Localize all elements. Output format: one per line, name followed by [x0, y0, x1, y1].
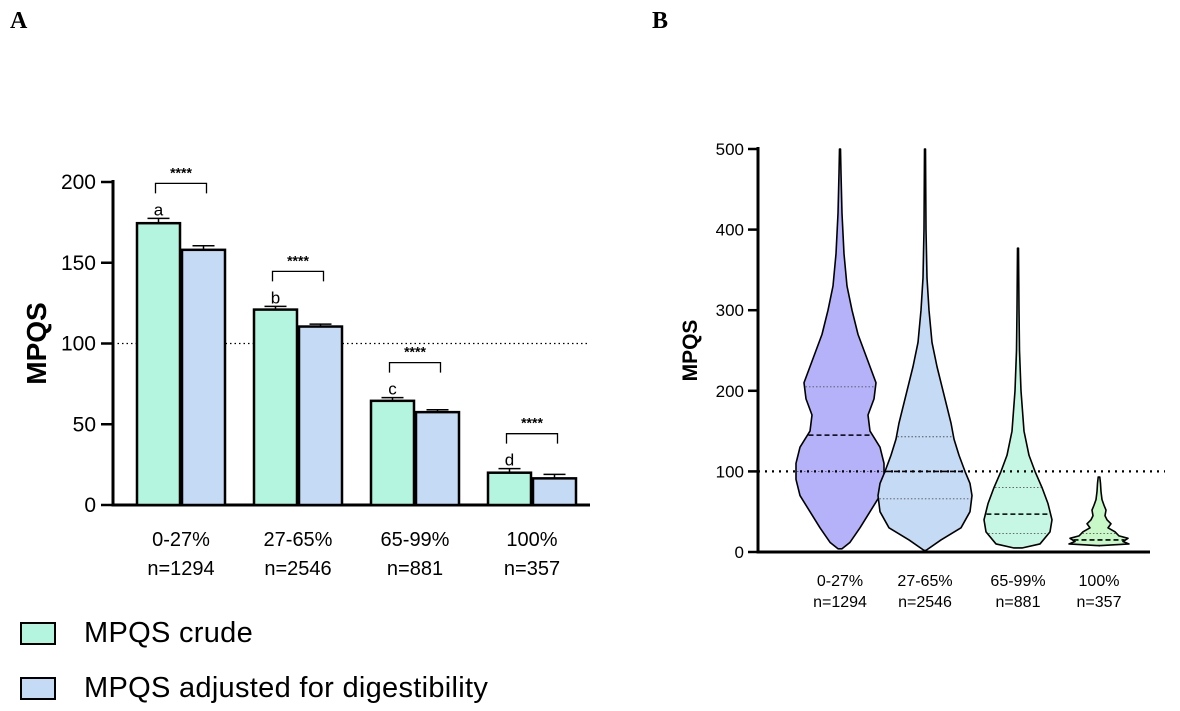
- panel-a-letter: A: [10, 8, 28, 34]
- a-significance-bracket: [154, 182, 208, 194]
- a-x-n-label: n=357: [504, 558, 560, 580]
- a-y-axis-label: MPQS: [21, 302, 52, 384]
- b-y-tick-label: 0: [735, 543, 744, 562]
- a-bar-adjusted: [180, 248, 227, 507]
- a-bar-adjusted: [297, 325, 344, 507]
- a-x-n-label: n=881: [387, 558, 443, 580]
- b-x-n-label: n=357: [1077, 594, 1122, 611]
- a-y-tick-label: 100: [61, 333, 96, 356]
- b-x-n-label: n=2546: [898, 594, 952, 611]
- a-bar-crude: [252, 308, 299, 507]
- a-bar-crude: [135, 221, 182, 507]
- a-y-tick-label: 150: [61, 252, 96, 275]
- b-violin: [877, 148, 973, 552]
- a-x-n-label: n=1294: [147, 558, 214, 580]
- b-y-axis-label: MPQS: [679, 320, 702, 382]
- b-x-tick-label: 65-99%: [990, 573, 1045, 590]
- b-y-tick-label: 500: [716, 140, 744, 159]
- a-significance-bracket: [388, 361, 442, 373]
- b-x-tick-label: 27-65%: [897, 573, 952, 590]
- a-significance-stars: ****: [404, 344, 426, 360]
- b-violin: [795, 148, 885, 550]
- a-y-tick-label: 0: [84, 494, 96, 517]
- a-y-tick-label: 50: [73, 413, 96, 436]
- a-group-letter: b: [271, 288, 280, 307]
- a-bar-adjusted: [531, 477, 578, 507]
- a-significance-bracket: [505, 433, 559, 444]
- b-x-tick-label: 0-27%: [817, 573, 863, 590]
- legend-label-adjusted: MPQS adjusted for digestibility: [84, 672, 489, 704]
- legend-item-crude: MPQS crude: [20, 617, 253, 650]
- a-bar-adjusted: [414, 410, 461, 507]
- a-x-tick-label: 100%: [506, 529, 557, 551]
- legend-swatch-adjusted: [20, 677, 56, 700]
- legend-label-crude: MPQS crude: [84, 617, 253, 649]
- b-y-tick-label: 200: [716, 382, 744, 401]
- b-y-tick-label: 400: [716, 221, 744, 240]
- b-violin: [983, 247, 1053, 549]
- a-significance-stars: ****: [521, 415, 543, 431]
- a-significance-bracket: [271, 270, 325, 282]
- a-significance-stars: ****: [287, 252, 309, 268]
- a-x-tick-label: 65-99%: [381, 529, 450, 551]
- a-group-letter: c: [388, 380, 397, 399]
- b-y-tick-label: 100: [716, 462, 744, 481]
- b-x-tick-label: 100%: [1079, 573, 1120, 590]
- a-group-letter: a: [154, 200, 164, 219]
- a-x-tick-label: 0-27%: [152, 529, 210, 551]
- legend-swatch-crude: [20, 622, 56, 645]
- a-bar-crude: [369, 399, 416, 507]
- legend-item-adjusted: MPQS adjusted for digestibility: [20, 672, 488, 705]
- b-x-n-label: n=881: [996, 594, 1041, 611]
- b-x-n-label: n=1294: [813, 594, 867, 611]
- a-significance-stars: ****: [170, 164, 192, 180]
- a-x-tick-label: 27-65%: [264, 529, 333, 551]
- a-x-n-label: n=2546: [264, 558, 331, 580]
- panel-b-letter: B: [652, 8, 669, 34]
- a-bar-crude: [486, 471, 533, 507]
- a-group-letter: d: [505, 451, 514, 470]
- a-y-tick-label: 200: [61, 171, 96, 194]
- b-y-tick-label: 300: [716, 301, 744, 320]
- b-violin: [1068, 476, 1130, 547]
